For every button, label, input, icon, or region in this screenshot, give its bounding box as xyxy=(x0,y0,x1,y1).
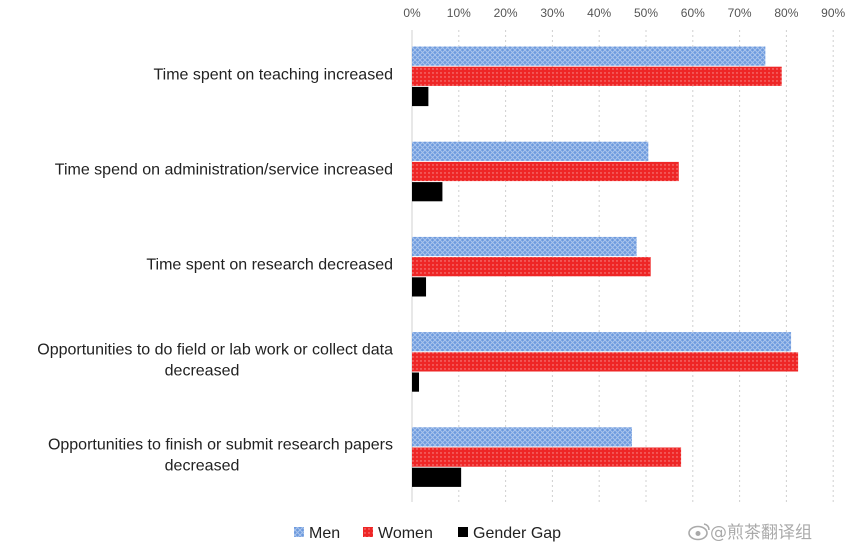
bar-women xyxy=(412,257,651,277)
x-tick-label: 70% xyxy=(728,6,752,20)
bar-men xyxy=(412,46,766,66)
bar-women xyxy=(412,161,679,182)
bar-men xyxy=(412,236,637,257)
x-tick-label: 50% xyxy=(634,6,658,20)
legend-swatch xyxy=(294,527,304,537)
legend: Men Women Gender Gap xyxy=(294,525,561,542)
x-tick-label: 0% xyxy=(403,6,421,20)
legend-swatch xyxy=(363,527,373,537)
watermark-text: @煎茶翻译组 xyxy=(710,523,812,543)
x-tick-label: 10% xyxy=(447,6,471,20)
bar-gender-gap xyxy=(412,467,462,487)
legend-swatch xyxy=(458,527,468,537)
category-labels: Time spent on teaching increased Time spe… xyxy=(37,66,393,474)
legend-label: Gender Gap xyxy=(473,525,561,542)
bar-men xyxy=(412,141,649,161)
legend-label: Men xyxy=(309,525,340,542)
x-tick-label: 20% xyxy=(494,6,518,20)
bars xyxy=(412,46,799,487)
x-tick-label: 90% xyxy=(821,6,845,20)
bar-gender-gap xyxy=(412,86,429,107)
bar-gender-gap xyxy=(412,277,427,297)
category-label: Opportunities to finish or submit resear… xyxy=(48,437,393,454)
bar-women xyxy=(412,66,782,86)
watermark: @煎茶翻译组 xyxy=(688,523,812,543)
category-label: Time spent on research decreased xyxy=(146,257,393,274)
x-tick-label: 80% xyxy=(774,6,798,20)
x-tick-label: 40% xyxy=(587,6,611,20)
legend-label: Women xyxy=(378,525,433,542)
bar-women xyxy=(412,447,682,467)
bar-gender-gap xyxy=(412,182,443,202)
category-label: Time spent on teaching increased xyxy=(153,66,393,83)
category-label: decreased xyxy=(165,458,240,475)
bar-gender-gap xyxy=(412,372,420,392)
category-label: decreased xyxy=(165,362,240,379)
x-tick-label: 30% xyxy=(540,6,564,20)
category-label: Time spend on administration/service inc… xyxy=(55,162,393,179)
x-tick-label: 60% xyxy=(681,6,705,20)
x-axis-ticks: 0% 10% 20% 30% 40% 50% 60% 70% 80% 90% xyxy=(403,6,845,20)
bar-men xyxy=(412,332,792,352)
weibo-icon xyxy=(688,523,710,541)
bar-men xyxy=(412,427,632,447)
bar-women xyxy=(412,352,799,372)
category-label: Opportunities to do field or lab work or… xyxy=(37,341,393,358)
